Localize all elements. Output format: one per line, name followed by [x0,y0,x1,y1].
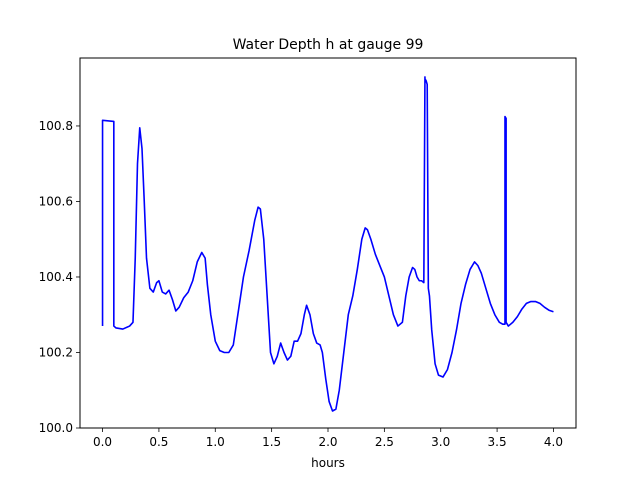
x-tick-label: 2.0 [318,435,337,449]
x-tick-label: 1.0 [206,435,225,449]
x-axis-label: hours [311,456,345,470]
x-tick-label: 0.0 [93,435,112,449]
x-tick-label: 0.5 [149,435,168,449]
x-tick-label: 1.5 [262,435,281,449]
chart-title: Water Depth h at gauge 99 [233,37,424,53]
series-line-0 [101,76,554,412]
y-tick-label: 100.8 [39,119,73,133]
x-tick-label: 3.5 [488,435,507,449]
y-tick-label: 100.4 [39,270,73,284]
x-tick-label: 2.5 [375,435,394,449]
x-tick-label: 4.0 [544,435,563,449]
axes: 0.0 0.5 1.0 1.5 2.0 2.5 3.0 3.5 4.0 100.0 100.2 100… [39,57,577,449]
y-tick-label: 100.6 [39,194,73,208]
y-tick-label: 100.0 [39,421,73,435]
x-tick-label: 3.0 [431,435,450,449]
plot-area [101,76,554,412]
y-tick-label: 100.2 [39,345,73,359]
